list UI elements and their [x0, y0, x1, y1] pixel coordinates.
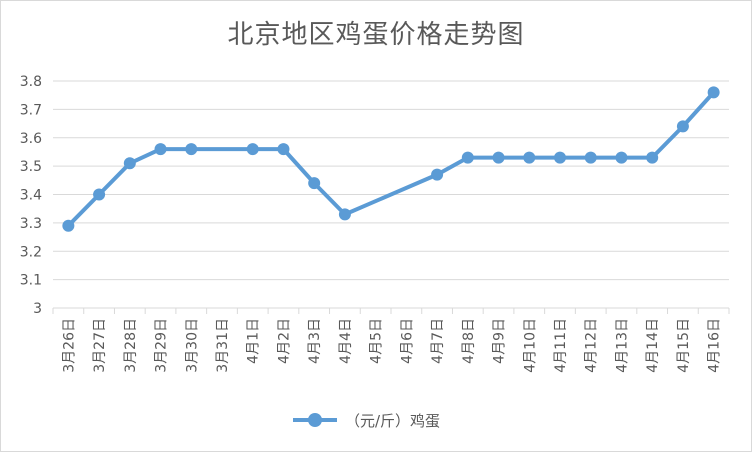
data-point	[615, 151, 628, 164]
y-tick-label: 3.1	[20, 273, 42, 289]
data-point	[554, 151, 566, 164]
chart-title: 北京地区鸡蛋价格走势图	[227, 20, 525, 50]
x-tick-label: 4月12日	[584, 318, 600, 373]
data-point	[707, 86, 720, 99]
x-tick-label: 4月9日	[492, 318, 508, 364]
x-tick-label: 3月31日	[215, 318, 231, 373]
data-point	[584, 151, 597, 164]
data-point	[154, 143, 167, 156]
data-point	[277, 143, 290, 156]
data-point	[123, 157, 136, 170]
x-tick-label: 4月8日	[461, 318, 477, 364]
data-point	[62, 219, 75, 232]
x-tick-label: 3月26日	[61, 318, 77, 373]
data-point	[646, 151, 659, 164]
x-tick-label: 3月27日	[92, 318, 108, 373]
x-tick-label: 4月15日	[676, 318, 692, 373]
data-point	[461, 151, 474, 164]
x-tick-label: 3月30日	[184, 318, 200, 373]
data-point	[185, 143, 198, 156]
x-tick-label: 4月11日	[553, 318, 569, 373]
x-tick-label: 4月10日	[522, 318, 538, 373]
x-tick-label: 3月29日	[154, 318, 170, 373]
y-tick-label: 3.4	[20, 188, 42, 204]
data-point	[523, 151, 536, 164]
y-tick-label: 3.5	[20, 159, 42, 175]
y-tick-label: 3.2	[20, 244, 42, 260]
x-tick-label: 4月7日	[430, 318, 446, 364]
x-tick-label: 4月4日	[338, 318, 354, 364]
data-point	[308, 177, 321, 190]
x-tick-label: 4月1日	[246, 318, 262, 364]
y-tick-label: 3	[33, 301, 42, 317]
data-point	[246, 143, 259, 156]
legend: （元/斤）鸡蛋	[293, 409, 440, 431]
legend-label: （元/斤）鸡蛋	[345, 411, 441, 430]
x-tick-label: 4月6日	[399, 318, 415, 364]
y-tick-label: 3.7	[20, 102, 42, 118]
data-point	[676, 120, 689, 133]
data-point	[431, 168, 444, 181]
y-tick-label: 3.3	[20, 216, 42, 232]
x-tick-label: 4月2日	[276, 318, 292, 364]
x-tick-label: 4月13日	[614, 318, 630, 373]
data-point	[492, 151, 505, 164]
x-tick-label: 4月14日	[645, 318, 661, 373]
x-tick-label: 3月28日	[123, 318, 139, 373]
data-point	[93, 188, 106, 201]
x-tick-label: 4月5日	[369, 318, 385, 364]
x-tick-label: 4月16日	[707, 318, 723, 373]
legend-line-marker-icon	[293, 413, 337, 427]
y-tick-label: 3.6	[20, 131, 42, 147]
x-tick-label: 4月3日	[307, 318, 323, 364]
y-tick-label: 3.8	[20, 74, 42, 90]
data-point	[338, 208, 351, 221]
